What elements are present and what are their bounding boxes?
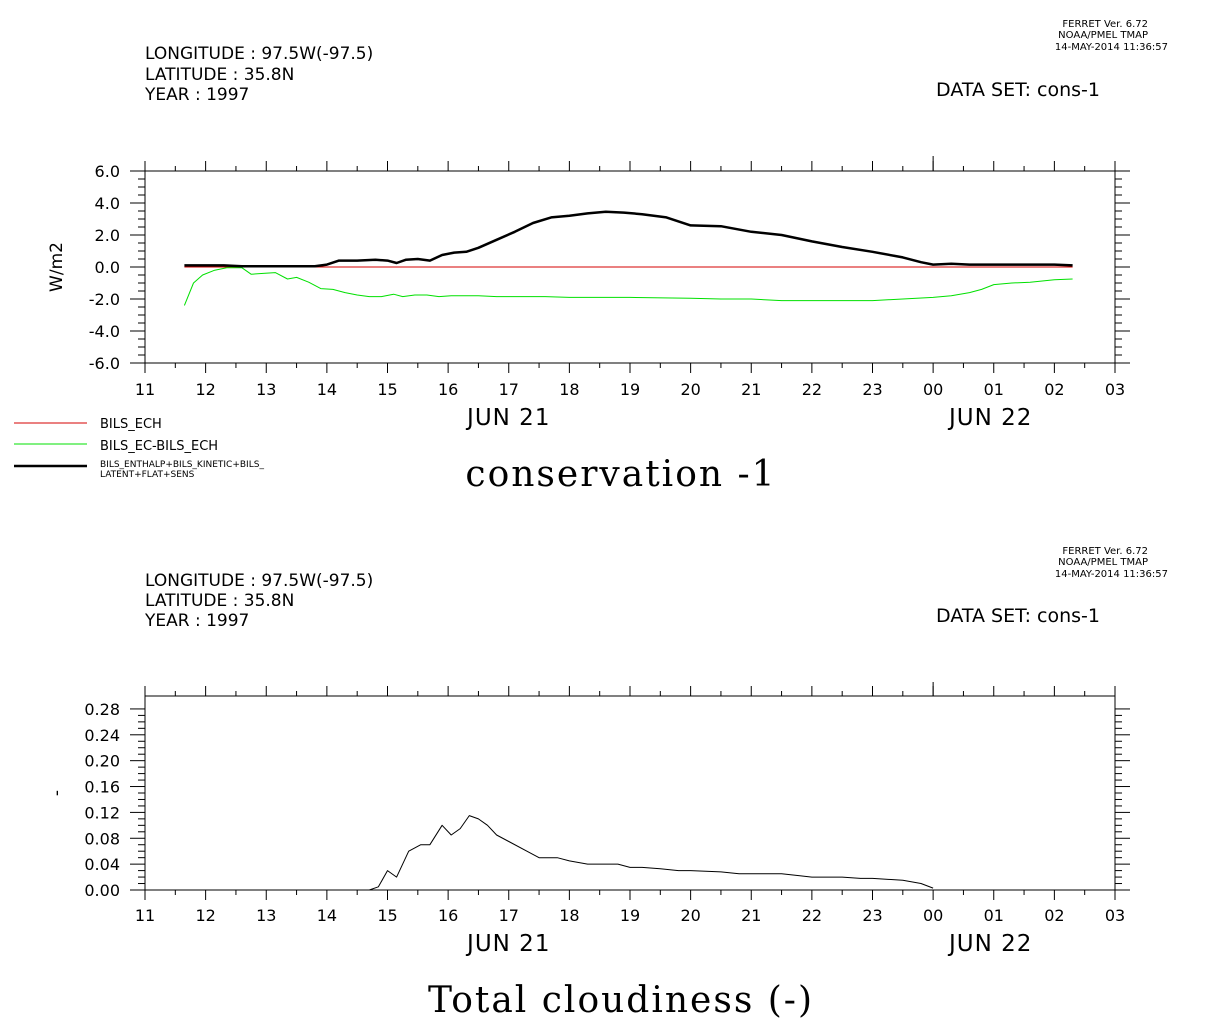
x-tick-label: 11 (135, 906, 155, 925)
y-tick-label: 0.20 (84, 752, 120, 771)
y-tick-label: 0.12 (84, 803, 120, 822)
legend-label-bils-sum-1: BILS_ENTHALP+BILS_KINETIC+BILS_ (100, 460, 264, 470)
legend-label-bils-ech: BILS_ECH (100, 417, 162, 432)
ferret-version: FERRET Ver. 6.72 (1062, 546, 1148, 557)
x-tick-label: 22 (802, 906, 822, 925)
date-label: JUN 22 (947, 405, 1032, 431)
date-label: JUN 21 (465, 405, 550, 431)
y-tick-label: 2.0 (95, 226, 120, 245)
x-tick-label: 13 (256, 380, 276, 399)
y-tick-label: -4.0 (89, 322, 120, 341)
x-tick-label: 16 (438, 380, 458, 399)
latitude-label: LATITUDE : 35.8N (145, 65, 294, 85)
y-tick-label: 0.0 (95, 258, 120, 277)
y-tick-label: 0.24 (84, 726, 120, 745)
y-tick-label: -2.0 (89, 290, 120, 309)
x-tick-label: 13 (256, 906, 276, 925)
x-tick-label: 12 (195, 906, 215, 925)
legend-label-bils-diff: BILS_EC-BILS_ECH (100, 439, 218, 454)
x-tick-label: 14 (317, 380, 337, 399)
year-label: YEAR : 1997 (144, 85, 249, 105)
x-tick-label: 16 (438, 906, 458, 925)
y-tick-label: 0.04 (84, 855, 120, 874)
x-tick-label: 02 (1044, 906, 1064, 925)
series-line (184, 268, 1072, 306)
y-tick-label: 0.16 (84, 778, 120, 797)
ferret-date: 14-MAY-2014 11:36:57 (1055, 569, 1168, 580)
plot-cloudiness: 11 12 13 14 15 16 17 18 19 20 21 22 23 00 01 02 03 JUN 21… (47, 682, 1130, 957)
plot-frame (145, 696, 1115, 890)
ferret-org: NOAA/PMEL TMAP (1058, 30, 1148, 41)
x-tick-label: 11 (135, 380, 155, 399)
x-tick-label: 21 (741, 380, 761, 399)
x-tick-label: 17 (499, 906, 519, 925)
x-tick-label: 00 (923, 380, 943, 399)
dataset-label: DATA SET: cons-1 (936, 605, 1100, 627)
x-tick-label: 02 (1044, 380, 1064, 399)
plot-conservation: 11 12 13 14 15 16 17 18 19 20 21 22 23 00 01 02 03 JUN 21… (47, 156, 1130, 431)
latitude-label: LATITUDE : 35.8N (145, 591, 294, 611)
date-label: JUN 21 (465, 931, 550, 957)
legend-label-bils-sum-2: LATENT+FLAT+SENS (100, 470, 195, 480)
x-tick-label: 17 (499, 380, 519, 399)
x-tick-label: 01 (984, 380, 1004, 399)
x-tick-label: 23 (862, 380, 882, 399)
x-tick-label: 03 (1105, 380, 1125, 399)
date-label: JUN 22 (947, 931, 1032, 957)
x-tick-label: 15 (377, 906, 397, 925)
x-tick-label: 23 (862, 906, 882, 925)
x-tick-label: 18 (559, 906, 579, 925)
chart-title-conservation: conservation -1 (465, 454, 776, 495)
dataset-label: DATA SET: cons-1 (936, 79, 1100, 101)
x-tick-label: 20 (680, 380, 700, 399)
y-tick-label: 0.28 (84, 700, 120, 719)
y-tick-label: 6.0 (95, 162, 120, 181)
x-tick-label: 19 (620, 380, 640, 399)
ferret-org: NOAA/PMEL TMAP (1058, 557, 1148, 568)
year-label: YEAR : 1997 (144, 611, 249, 631)
longitude-label: LONGITUDE : 97.5W(-97.5) (145, 571, 373, 591)
x-tick-label: 21 (741, 906, 761, 925)
x-tick-label: 18 (559, 380, 579, 399)
x-tick-label: 19 (620, 906, 640, 925)
ferret-version: FERRET Ver. 6.72 (1062, 19, 1148, 30)
x-tick-label: 20 (680, 906, 700, 925)
ferret-date: 14-MAY-2014 11:36:57 (1055, 42, 1168, 53)
y-tick-label: 0.00 (84, 881, 120, 900)
y-tick-label: 4.0 (95, 194, 120, 213)
y-axis-label: - (47, 790, 67, 796)
longitude-label: LONGITUDE : 97.5W(-97.5) (145, 44, 373, 64)
x-tick-label: 14 (317, 906, 337, 925)
chart-title-cloudiness: Total cloudiness (-) (428, 980, 814, 1021)
y-tick-label: 0.08 (84, 829, 120, 848)
y-axis-label: W/m2 (47, 242, 67, 292)
x-tick-label: 22 (802, 380, 822, 399)
x-tick-label: 12 (195, 380, 215, 399)
x-tick-label: 00 (923, 906, 943, 925)
x-tick-label: 03 (1105, 906, 1125, 925)
x-tick-label: 15 (377, 380, 397, 399)
series-line (184, 212, 1072, 266)
y-tick-label: -6.0 (89, 354, 120, 373)
x-tick-label: 01 (984, 906, 1004, 925)
series-line (369, 816, 933, 890)
